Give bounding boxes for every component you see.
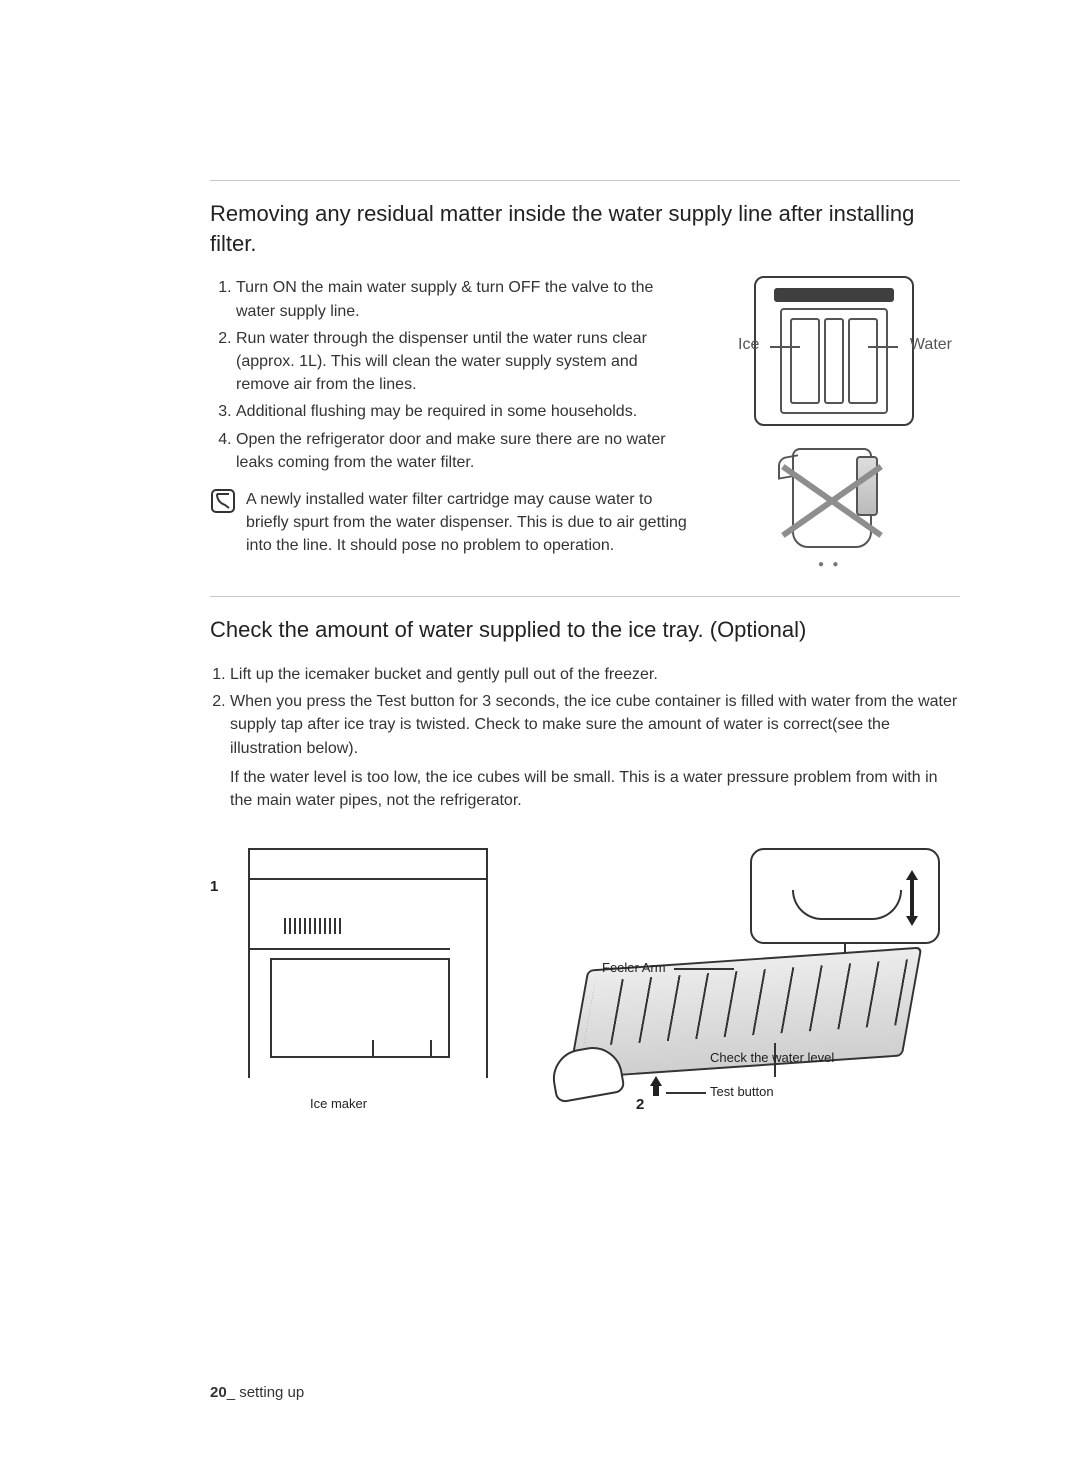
note-text: A newly installed water filter cartridge…	[246, 488, 692, 558]
section-2-note: If the water level is too low, the ice c…	[230, 766, 960, 812]
water-lever	[848, 318, 878, 404]
steps-list-2: Lift up the icemaker bucket and gently p…	[210, 663, 960, 760]
shelf-line	[250, 948, 450, 950]
leader-line	[666, 1092, 706, 1094]
step: Run water through the dispenser until th…	[236, 327, 692, 397]
water-level-inset	[750, 848, 940, 944]
dispenser-center	[824, 318, 844, 404]
filter-cross-figure: ● ●	[768, 438, 898, 568]
shelf-line	[250, 878, 486, 880]
check-level-label: Check the water level	[710, 1050, 910, 1065]
bucket-handle	[372, 1040, 432, 1058]
ice-bucket	[270, 958, 450, 1058]
section-1-body: Turn ON the main water supply & turn OFF…	[210, 276, 960, 568]
leader-line	[770, 346, 800, 348]
ice-label: Ice	[738, 336, 759, 354]
test-button-label: Test button	[710, 1084, 774, 1099]
step: Lift up the icemaker bucket and gently p…	[230, 663, 960, 686]
page-footer: 20_ setting up	[210, 1384, 304, 1401]
tray-cross-section	[792, 890, 902, 920]
page-content: Removing any residual matter inside the …	[210, 180, 960, 1128]
step: When you press the Test button for 3 sec…	[230, 690, 960, 760]
step: Additional flushing may be required in s…	[236, 400, 692, 423]
water-label: Water	[910, 336, 952, 354]
leader-line	[674, 968, 734, 970]
section-2-figures: 1 Ice maker Feeler Arm	[210, 848, 960, 1128]
freezer-figure: 1 Ice maker	[210, 848, 510, 1128]
section-1-text: Turn ON the main water supply & turn OFF…	[210, 276, 692, 568]
ice-tray-figure: Feeler Arm 2 Test button Check the water…	[540, 848, 940, 1128]
dispenser-figure: Ice Water	[754, 276, 914, 426]
leader-line	[868, 346, 898, 348]
footer-label: _ setting up	[227, 1384, 305, 1401]
feeler-arm-label: Feeler Arm	[602, 960, 666, 975]
section-1-figures: Ice Water ● ●	[710, 276, 960, 568]
step: Open the refrigerator door and make sure…	[236, 428, 692, 474]
section-1-title: Removing any residual matter inside the …	[210, 199, 960, 258]
water-drops-icon: ● ●	[818, 559, 838, 570]
press-arrow-icon	[648, 1074, 664, 1098]
vent-icon	[284, 918, 344, 934]
callout-1: 1	[210, 878, 218, 895]
steps-list-1: Turn ON the main water supply & turn OFF…	[210, 276, 692, 474]
level-arrow-icon	[902, 868, 922, 928]
callout-2: 2	[636, 1096, 644, 1113]
dispenser-panel	[774, 288, 894, 302]
page-number: 20	[210, 1384, 227, 1401]
section-2-title: Check the amount of water supplied to th…	[210, 615, 960, 645]
divider	[210, 596, 960, 597]
note-icon	[210, 488, 236, 514]
divider	[210, 180, 960, 181]
filter-cartridge-icon	[856, 456, 878, 516]
ice-lever	[790, 318, 820, 404]
ice-maker-caption: Ice maker	[310, 1096, 367, 1111]
note: A newly installed water filter cartridge…	[210, 488, 692, 558]
step: Turn ON the main water supply & turn OFF…	[236, 276, 692, 322]
dispenser-body	[780, 308, 888, 414]
